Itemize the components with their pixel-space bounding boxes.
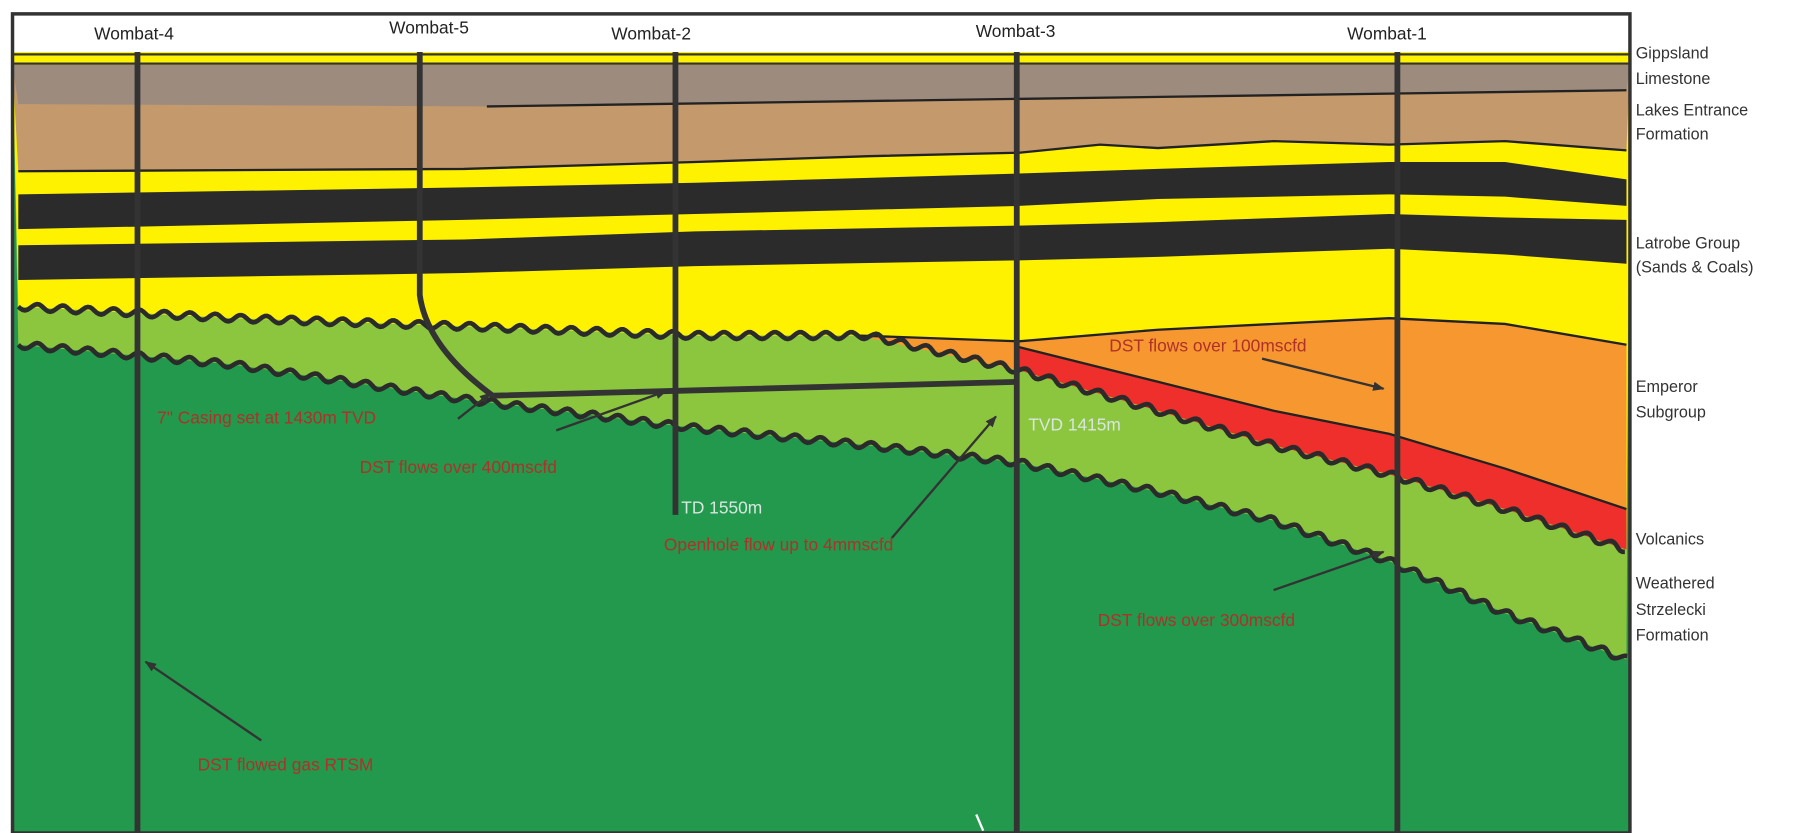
volcanics-layer bbox=[1019, 347, 1627, 550]
annotation: Openhole flow up to 4mmscfd bbox=[664, 535, 893, 555]
well-names: Wombat-4 Wombat-5 Wombat-2 Wombat-3 Womb… bbox=[94, 18, 1427, 44]
unconformity bbox=[16, 301, 1625, 555]
well-path bbox=[416, 52, 1020, 399]
unconformity bbox=[16, 340, 1628, 661]
formation-label: Latrobe Group bbox=[1636, 234, 1740, 252]
arrows bbox=[144, 357, 1385, 832]
annotation: TVD 1415m bbox=[1028, 414, 1121, 434]
well-name: Wombat-2 bbox=[611, 23, 691, 43]
formation-label: Strzelecki bbox=[1636, 601, 1706, 619]
annotation: 7" Casing set at 1430m TVD bbox=[157, 407, 376, 427]
layers bbox=[12, 52, 1630, 833]
formation-labels: Gippsland Limestone Lakes Entrance Forma… bbox=[1636, 45, 1754, 645]
formation-label: Formation bbox=[1636, 126, 1709, 144]
boundary bbox=[857, 317, 1627, 346]
formation-label: Limestone bbox=[1636, 70, 1711, 88]
arrow bbox=[144, 660, 262, 742]
arrow bbox=[1273, 550, 1385, 592]
formation-label: Lakes Entrance bbox=[1636, 101, 1748, 119]
formation-label: (Sands & Coals) bbox=[1636, 259, 1754, 277]
frame bbox=[10, 12, 1632, 833]
formation-label: Formation bbox=[1636, 627, 1709, 645]
arrow bbox=[1261, 357, 1385, 391]
well-name: Wombat-1 bbox=[1347, 23, 1427, 43]
annotations: DST flows over 100mscfd 7" Casing set at… bbox=[157, 336, 1306, 775]
boundary bbox=[1018, 345, 1627, 511]
formation-label: Volcanics bbox=[1636, 531, 1704, 549]
arrow bbox=[457, 392, 492, 420]
annotation: DST flowed gas RTSM bbox=[198, 754, 374, 774]
formation-label: Gippsland bbox=[1636, 45, 1709, 63]
annotation: DST flows over 100mscfd bbox=[1109, 336, 1306, 356]
formation-label: Weathered bbox=[1636, 575, 1715, 593]
well-name: Wombat-3 bbox=[976, 21, 1056, 41]
mark bbox=[975, 814, 985, 832]
boundary bbox=[18, 139, 1627, 173]
annotation: DST flows over 300mscfd bbox=[1098, 610, 1295, 630]
formation-label: Emperor bbox=[1636, 378, 1699, 396]
arrow bbox=[555, 389, 668, 432]
well-name: Wombat-5 bbox=[389, 18, 469, 38]
unconformities bbox=[16, 301, 1628, 661]
wells bbox=[134, 52, 1401, 833]
annotation: TD 1550m bbox=[681, 498, 762, 518]
well-name: Wombat-4 bbox=[94, 23, 174, 43]
formation-label: Subgroup bbox=[1636, 403, 1706, 421]
arrow bbox=[890, 415, 997, 539]
annotation: DST flows over 400mscfd bbox=[360, 457, 557, 477]
